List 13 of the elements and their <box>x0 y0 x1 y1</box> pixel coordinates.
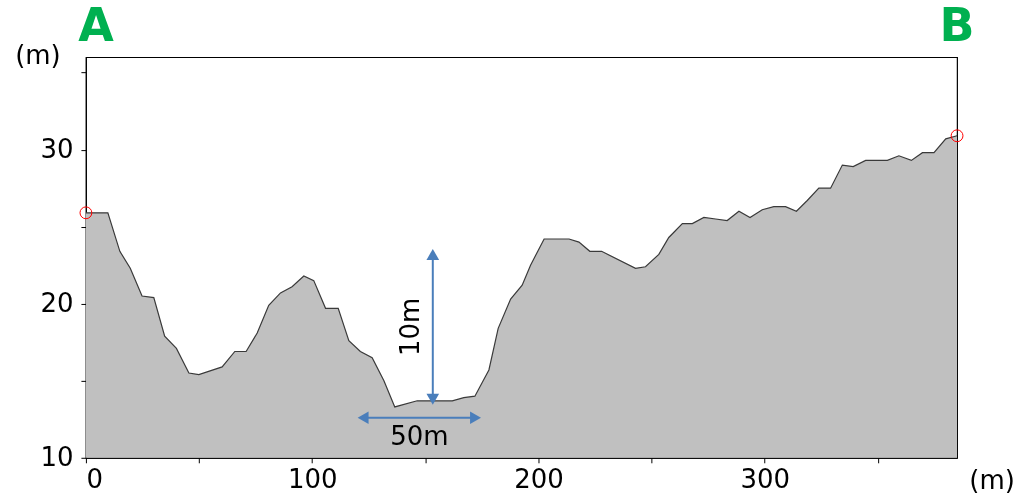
y-tick-label: 10 <box>40 442 74 473</box>
text: B <box>939 0 975 53</box>
y-tick-label: 30 <box>40 134 74 165</box>
x-tick-label: 0 <box>86 464 103 495</box>
x-tick-label: 100 <box>287 464 338 495</box>
annotation: 50m <box>390 420 449 451</box>
text: A <box>78 0 115 53</box>
annotation: 10m <box>394 297 425 356</box>
x-tick-label: 300 <box>740 464 791 495</box>
x-axis-title: (m) <box>969 464 1015 495</box>
y-tick-label: 20 <box>40 288 74 319</box>
x-tick-label: 200 <box>514 464 564 495</box>
y-axis-title: (m) <box>15 40 61 71</box>
